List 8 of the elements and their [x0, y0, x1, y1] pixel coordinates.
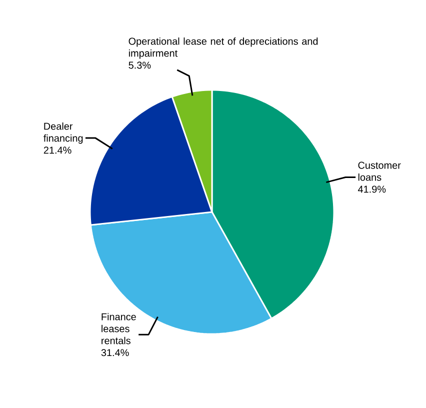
data-label: 31.4%	[101, 349, 129, 356]
slice-label: Dealer financing	[44, 122, 83, 144]
data-label: 5.3%	[128, 62, 151, 69]
slice-label: Finance leases rentals	[102, 312, 136, 344]
slice-label: Operational lease net of depreciations and impairment	[128, 37, 318, 59]
slice-label: Customer loans	[358, 162, 401, 181]
data-label: 41.9%	[358, 186, 386, 193]
data-label: 21.4%	[44, 146, 72, 154]
